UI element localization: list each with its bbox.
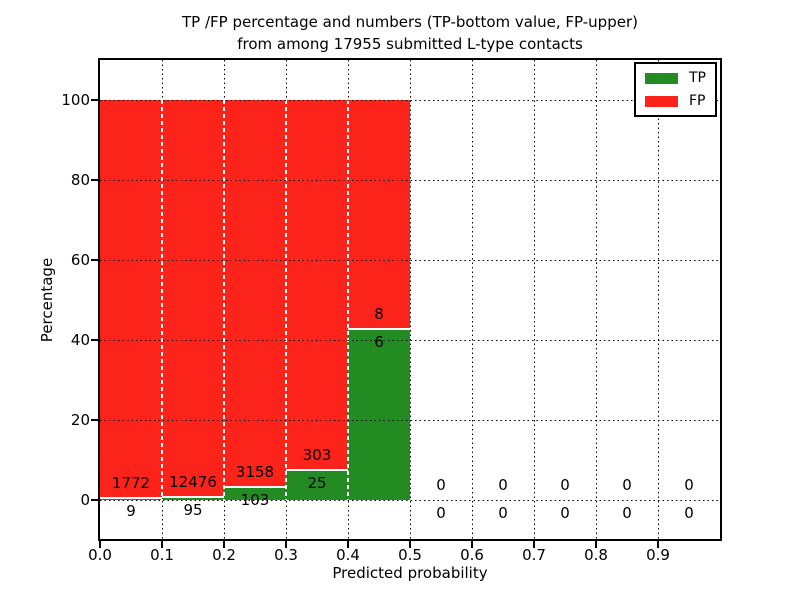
y-axis-label: Percentage [38, 257, 56, 343]
x-tick-mark [99, 541, 101, 548]
gridline-x-0.8 [595, 60, 597, 539]
fp-count-label: 0 [684, 476, 694, 494]
gridline-x-0.5 [409, 60, 411, 539]
x-tick-label: 0.9 [646, 546, 670, 564]
plot-area: TP FP 1772 9 12476 95 3158 103 303 25 8 6 0 0 0 0 0 0 0 0… [98, 58, 722, 541]
x-tick-mark [161, 541, 163, 548]
tp-count-label: 95 [183, 500, 203, 519]
bar-separator [347, 100, 349, 500]
x-tick-mark [657, 541, 659, 548]
y-tick-label: 100 [61, 91, 90, 109]
y-tick-label: 80 [70, 171, 90, 189]
x-tick-label: 0.1 [150, 546, 174, 564]
tp-count-label: 25 [307, 473, 327, 492]
x-tick-label: 0.7 [522, 546, 546, 564]
x-tick-mark [285, 541, 287, 548]
y-tick-label: 20 [70, 411, 90, 429]
x-tick-label: 0.2 [212, 546, 236, 564]
tp-bar-segment [162, 496, 224, 500]
chart-title-line1: TP /FP percentage and numbers (TP-bottom… [182, 13, 638, 31]
x-tick-mark [471, 541, 473, 548]
x-tick-label: 0.5 [398, 546, 422, 564]
tp-count-label: 6 [374, 332, 384, 351]
x-tick-label: 0.6 [460, 546, 484, 564]
legend-label-tp: TP [689, 70, 706, 86]
fp-bar-segment [224, 100, 286, 488]
tp-count-label: 0 [560, 504, 570, 522]
fp-bar-segment [348, 100, 410, 329]
bar-separator [161, 100, 163, 500]
x-tick-label: 0.8 [584, 546, 608, 564]
gridline-x-0.7 [533, 60, 535, 539]
legend-label-fp: FP [689, 93, 706, 109]
bar-stack-edge [348, 327, 410, 330]
bar-stack-edge [286, 468, 348, 471]
y-tick-label: 0 [80, 491, 90, 509]
gridline-y-100 [100, 99, 720, 101]
tp-count-label: 0 [498, 504, 508, 522]
x-axis-label: Predicted probability [332, 564, 488, 582]
x-tick-mark [409, 541, 411, 548]
x-tick-mark [347, 541, 349, 548]
y-tick-mark [91, 499, 98, 501]
fp-count-label: 3158 [235, 463, 275, 482]
y-tick-mark [91, 99, 98, 101]
tp-count-label: 0 [436, 504, 446, 522]
fp-color-swatch [645, 95, 678, 107]
legend: TP FP [634, 62, 717, 117]
x-tick-mark [533, 541, 535, 548]
gridline-x-0.6 [471, 60, 473, 539]
tp-bar-segment [224, 487, 286, 500]
bar-separator [223, 100, 225, 500]
fp-bar-segment [100, 100, 162, 498]
tp-bar-segment [286, 469, 348, 500]
gridline-x-0.9 [657, 60, 659, 539]
x-tick-label: 0.3 [274, 546, 298, 564]
x-tick-label: 0.4 [336, 546, 360, 564]
legend-item-fp: FP [645, 94, 706, 108]
x-tick-label: 0.0 [88, 546, 112, 564]
chart-title: TP /FP percentage and numbers (TP-bottom… [100, 11, 720, 55]
gridline-y-40 [100, 339, 720, 341]
y-tick-mark [91, 179, 98, 181]
y-tick-label: 60 [70, 251, 90, 269]
fp-count-label: 0 [622, 476, 632, 494]
fp-count-label: 303 [302, 445, 332, 464]
gridline-y-60 [100, 259, 720, 261]
tp-color-swatch [645, 72, 678, 84]
y-tick-mark [91, 259, 98, 261]
fp-count-label: 0 [498, 476, 508, 494]
y-tick-label: 40 [70, 331, 90, 349]
tp-count-label: 0 [622, 504, 632, 522]
bar-stack-edge [224, 486, 286, 489]
x-tick-mark [595, 541, 597, 548]
fp-count-label: 0 [436, 476, 446, 494]
gridline-y-0 [100, 499, 720, 501]
bar-stack-edge [100, 496, 162, 499]
tp-count-label: 103 [240, 491, 270, 510]
fp-count-label: 0 [560, 476, 570, 494]
fp-count-label: 1772 [111, 473, 151, 492]
fp-count-label: 8 [374, 304, 384, 323]
bar-stack-edge [162, 495, 224, 498]
tp-bar-segment [348, 328, 410, 500]
y-tick-mark [91, 339, 98, 341]
chart-title-line2: from among 17955 submitted L-type contac… [237, 35, 583, 53]
fp-bar-segment [162, 100, 224, 497]
legend-item-tp: TP [645, 71, 706, 85]
gridline-y-20 [100, 419, 720, 421]
gridline-y-80 [100, 179, 720, 181]
y-tick-mark [91, 419, 98, 421]
bar-separator [285, 100, 287, 500]
tp-bar-segment [100, 497, 162, 500]
tp-count-label: 9 [126, 501, 136, 520]
x-tick-mark [223, 541, 225, 548]
tp-count-label: 0 [684, 504, 694, 522]
fp-count-label: 12476 [169, 472, 217, 491]
fp-bar-segment [286, 100, 348, 470]
